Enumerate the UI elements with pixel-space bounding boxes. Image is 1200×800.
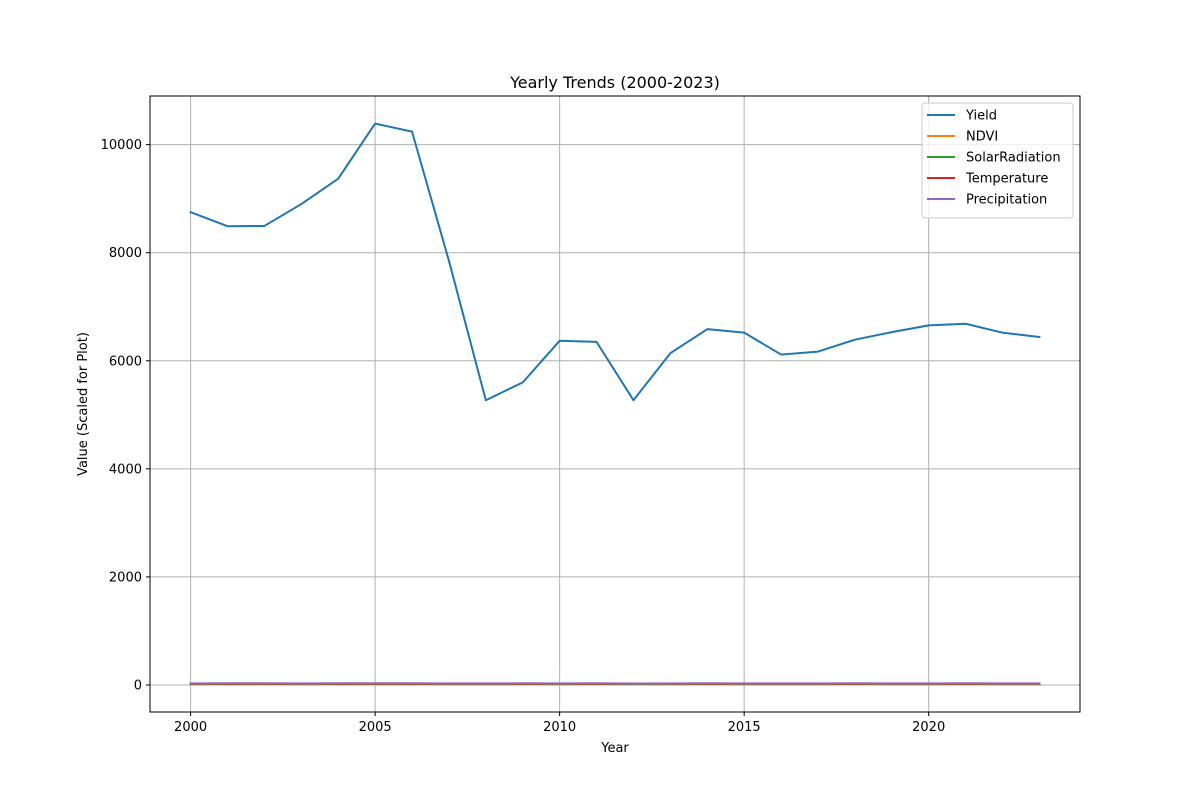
y-tick-label: 8000 bbox=[109, 246, 142, 261]
x-tick-label: 2010 bbox=[543, 720, 576, 735]
legend-label-temperature: Temperature bbox=[965, 172, 1048, 187]
x-tick-label: 2015 bbox=[728, 720, 761, 735]
x-axis-label: Year bbox=[600, 741, 629, 756]
x-tick-label: 2020 bbox=[912, 720, 945, 735]
x-tick-label: 2005 bbox=[359, 720, 392, 735]
legend-label-yield: Yield bbox=[965, 109, 997, 124]
legend: Yield NDVI SolarRadiation Temperature Precip… bbox=[921, 102, 1074, 219]
y-tick-label: 6000 bbox=[109, 354, 142, 369]
y-tick-label: 0 bbox=[134, 678, 142, 693]
x-tick-label: 2000 bbox=[174, 720, 207, 735]
plot-area-frame bbox=[149, 95, 1081, 713]
y-tick-label: 4000 bbox=[109, 462, 142, 477]
axes: 2000 2005 2010 2015 2020 0 2000 4000 6000 8000 100… bbox=[101, 138, 946, 735]
legend-label-precipitation: Precipitation bbox=[966, 193, 1047, 208]
y-tick-label: 2000 bbox=[109, 570, 142, 585]
series-line-yield bbox=[189, 122, 1041, 402]
y-tick-label: 10000 bbox=[101, 138, 142, 153]
legend-label-ndvi: NDVI bbox=[966, 130, 998, 145]
series-lines bbox=[189, 122, 1041, 686]
chart-title: Yearly Trends (2000-2023) bbox=[509, 73, 720, 92]
y-axis-label: Value (Scaled for Plot) bbox=[76, 332, 91, 476]
legend-label-solarradiation: SolarRadiation bbox=[966, 151, 1061, 166]
legend-box bbox=[921, 102, 1074, 219]
